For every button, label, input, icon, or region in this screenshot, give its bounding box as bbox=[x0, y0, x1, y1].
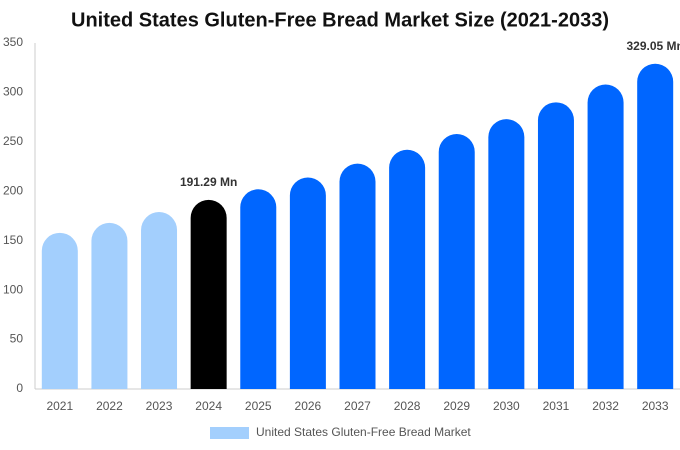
x-tick-label: 2030 bbox=[493, 399, 520, 413]
y-tick-label: 300 bbox=[3, 85, 23, 99]
bar bbox=[438, 133, 475, 389]
x-tick-label: 2023 bbox=[146, 399, 173, 413]
x-tick-label: 2027 bbox=[344, 399, 371, 413]
x-tick-label: 2029 bbox=[443, 399, 470, 413]
value-label: 191.29 Mn bbox=[180, 175, 237, 189]
x-tick-label: 2022 bbox=[96, 399, 123, 413]
value-label: 329.05 Mn bbox=[627, 39, 680, 53]
y-tick-label: 200 bbox=[3, 183, 23, 197]
y-tick-label: 0 bbox=[16, 381, 23, 395]
bar bbox=[389, 149, 426, 389]
bar bbox=[190, 199, 227, 389]
legend-swatch bbox=[210, 427, 249, 439]
bar bbox=[41, 232, 78, 389]
y-tick-label: 150 bbox=[3, 233, 23, 247]
bar bbox=[141, 212, 178, 389]
bar bbox=[240, 189, 277, 389]
y-tick-label: 350 bbox=[3, 35, 23, 49]
x-tick-label: 2028 bbox=[394, 399, 421, 413]
bar bbox=[488, 119, 525, 390]
bar bbox=[537, 102, 574, 390]
x-tick-label: 2033 bbox=[642, 399, 669, 413]
x-tick-label: 2021 bbox=[46, 399, 73, 413]
y-tick-label: 50 bbox=[10, 332, 24, 346]
legend-label: United States Gluten-Free Bread Market bbox=[256, 425, 471, 439]
y-tick-label: 100 bbox=[3, 282, 23, 296]
x-tick-label: 2026 bbox=[295, 399, 322, 413]
x-tick-label: 2024 bbox=[195, 399, 222, 413]
bar bbox=[339, 163, 376, 389]
x-tick-label: 2025 bbox=[245, 399, 272, 413]
y-tick-label: 250 bbox=[3, 134, 23, 148]
x-tick-label: 2032 bbox=[592, 399, 619, 413]
bar bbox=[91, 222, 128, 389]
bar bbox=[637, 63, 674, 390]
chart-title: United States Gluten-Free Bread Market S… bbox=[71, 9, 609, 31]
bar bbox=[289, 177, 326, 389]
bar bbox=[587, 84, 624, 390]
x-tick-label: 2031 bbox=[543, 399, 570, 413]
